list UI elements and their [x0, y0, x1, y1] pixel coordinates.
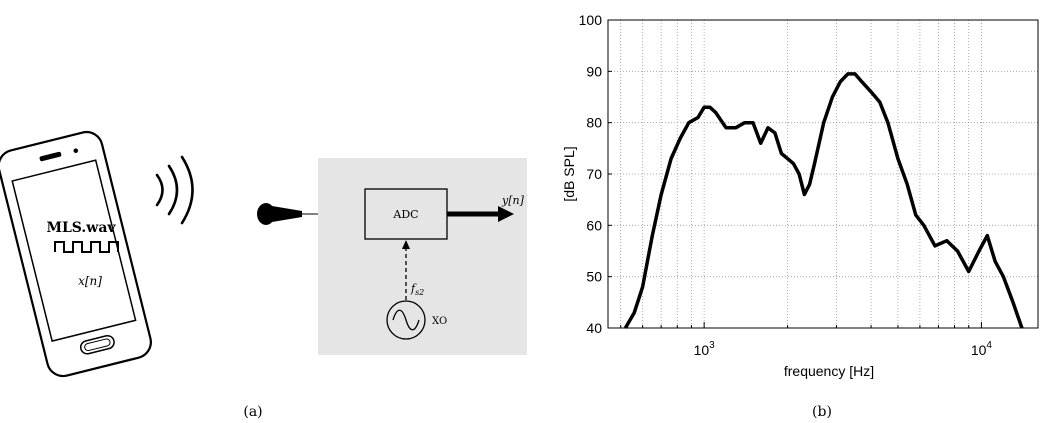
y-tick-label: 50: [586, 269, 602, 285]
y-tick-label: 60: [586, 217, 602, 233]
microphone-icon: [257, 203, 302, 225]
sound-waves-icon: [155, 155, 194, 225]
plot-area: [608, 20, 1038, 328]
oscillator-label: XO: [432, 316, 447, 327]
clock-label: fs2: [410, 282, 424, 297]
panel-a-schematic: MLS.wav x[n] ADC y[n] fs2 XO: [0, 130, 527, 420]
file-label: MLS.wav: [46, 220, 116, 236]
y-tick-label: 100: [579, 12, 603, 28]
caption-a: (a): [243, 404, 262, 420]
x-tick-label: 104: [971, 340, 993, 358]
x-tick-label: 103: [694, 340, 716, 358]
y-axis-label: [dB SPL]: [561, 146, 577, 201]
grid-lines: [608, 19, 1038, 329]
sine-wave-icon: [392, 309, 420, 331]
x-axis: 103 104: [620, 322, 993, 358]
y-axis: 40 50 60 70 80 90 100: [579, 12, 612, 336]
square-wave-icon: [54, 241, 119, 253]
adc-label: ADC: [392, 208, 418, 221]
signal-label: x[n]: [78, 274, 102, 288]
spl-series-line: [623, 72, 1024, 329]
panel-b-chart: 40 50 60 70 80 90 100 103 104 frequency [Hz] [d…: [561, 12, 1039, 420]
caption-b: (b): [812, 404, 832, 420]
output-label: y[n]: [501, 194, 525, 207]
smartphone-icon: [0, 130, 152, 378]
x-axis-label: frequency [Hz]: [784, 363, 874, 379]
y-tick-label: 80: [586, 115, 602, 131]
y-tick-label: 90: [586, 63, 602, 79]
y-tick-label: 70: [586, 166, 602, 182]
adc-block: [364, 188, 448, 240]
y-tick-label: 40: [586, 320, 602, 336]
